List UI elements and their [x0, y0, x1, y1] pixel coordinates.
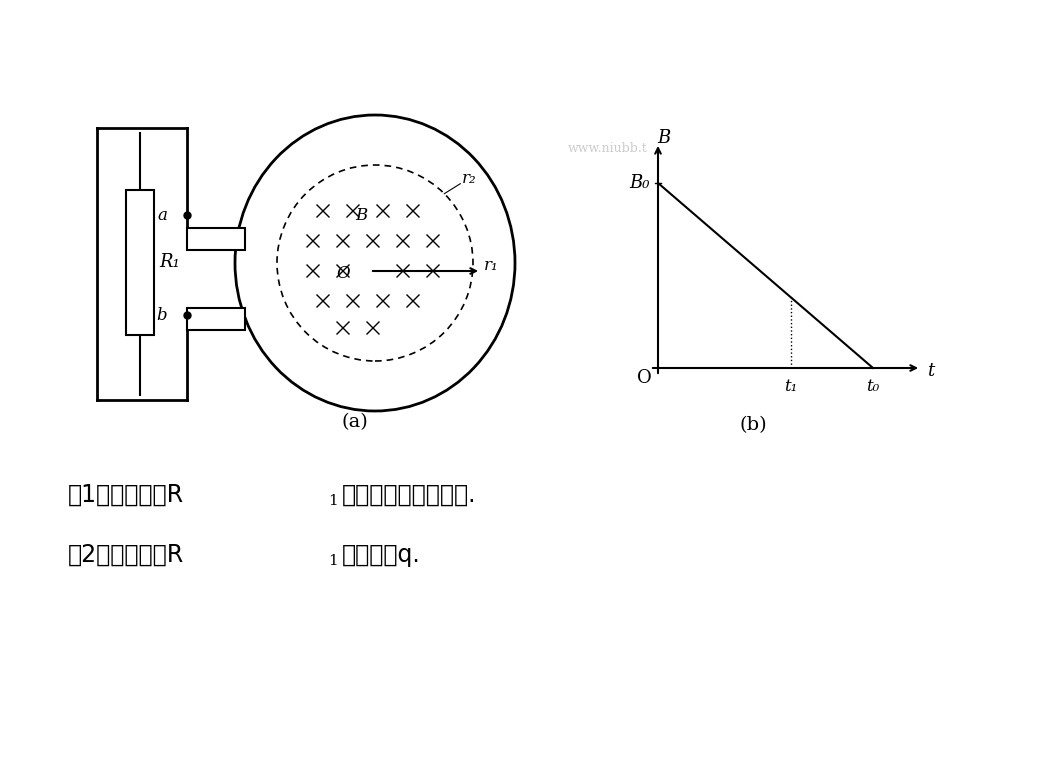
Text: r₂: r₂ [463, 170, 477, 187]
Ellipse shape [235, 115, 515, 411]
Text: b: b [157, 307, 167, 324]
Text: O: O [637, 369, 651, 387]
Text: （2）通过电阵R: （2）通过电阵R [68, 543, 185, 567]
Bar [127, 190, 155, 335]
Text: B: B [355, 206, 367, 223]
Text: a: a [157, 206, 167, 223]
Text: 1: 1 [328, 494, 338, 508]
Text: t₁: t₁ [784, 377, 797, 394]
Text: O: O [336, 265, 349, 282]
Text: 上的电量q.: 上的电量q. [342, 543, 421, 567]
Text: B₀: B₀ [629, 174, 650, 192]
Text: B: B [657, 129, 671, 147]
Text: 1: 1 [328, 554, 338, 568]
Text: t₀: t₀ [866, 377, 879, 394]
Text: www.niubb.t: www.niubb.t [568, 142, 648, 155]
Bar [187, 228, 245, 250]
Text: (a): (a) [341, 413, 368, 431]
Bar [187, 308, 245, 330]
Text: R₁: R₁ [159, 253, 179, 271]
Text: t: t [927, 362, 934, 380]
Text: 上的电流大小及方向.: 上的电流大小及方向. [342, 483, 476, 507]
Text: （1）通过电阵R: （1）通过电阵R [68, 483, 185, 507]
Text: r₁: r₁ [484, 257, 499, 274]
Text: (b): (b) [739, 416, 766, 434]
